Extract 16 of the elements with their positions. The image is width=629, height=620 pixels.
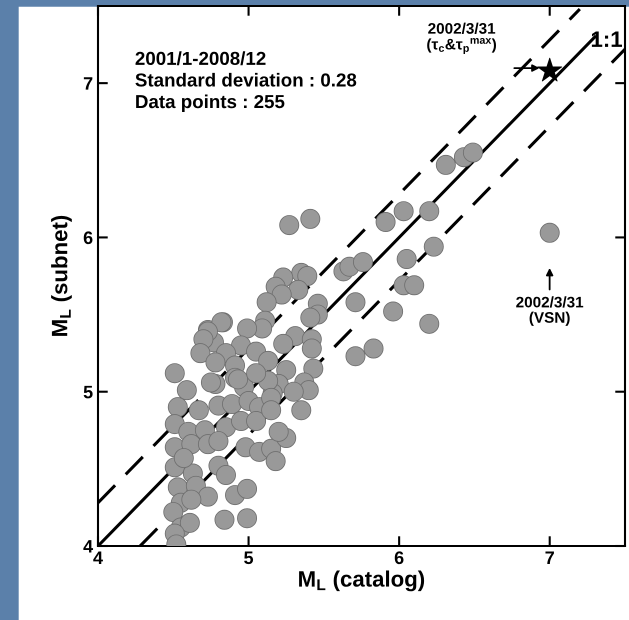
x-axis-title: M$_{L}$ (catalog) xyxy=(299,570,424,592)
y-tick-label: 5 xyxy=(84,386,93,398)
annotation: Data points : 255 xyxy=(136,94,284,112)
annotation: 2002/3/31 (VSN) xyxy=(516,296,584,326)
y-axis-title: M$_{L}$ (subnet) xyxy=(51,216,72,336)
annotation: 2002/3/31 (τ$_{c}$&τ$_{p}$$^{max}$) xyxy=(427,22,496,54)
y-tick-label: 4 xyxy=(83,540,94,553)
y-tick-label: 7 xyxy=(84,77,92,90)
x-tick-label: 4 xyxy=(93,552,103,564)
annotation: 1:1 xyxy=(592,32,622,47)
x-tick-label: 7 xyxy=(545,552,554,564)
y-tick-label: 6 xyxy=(84,231,92,244)
x-tick-label: 5 xyxy=(244,552,254,564)
x-tick-label: 6 xyxy=(394,551,404,564)
annotation: 2001/1-2008/12 xyxy=(136,51,266,66)
annotation: Standard deviation : 0.28 xyxy=(135,72,356,87)
